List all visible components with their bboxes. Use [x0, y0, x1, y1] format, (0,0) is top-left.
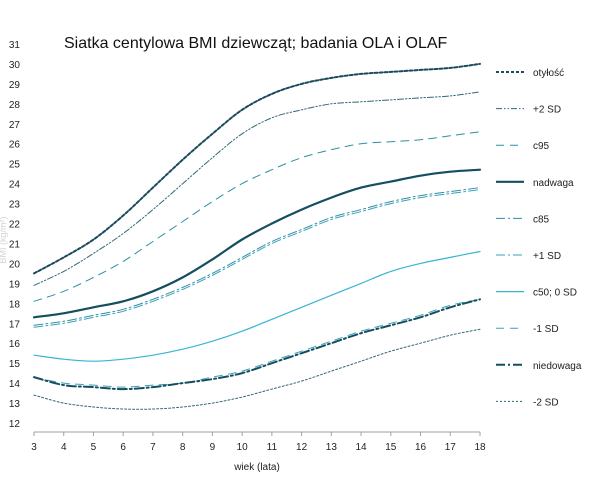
legend-label-c50-0-sd: c50; 0 SD	[533, 288, 577, 299]
y-tick-label: 29	[9, 80, 21, 91]
y-tick-label: 30	[9, 60, 21, 71]
series-line-otyłość	[33, 62, 481, 275]
series-line-niedowaga	[33, 298, 481, 391]
y-tick-label: 12	[9, 419, 21, 430]
y-tick-label: 17	[9, 319, 21, 330]
y-tick-label: 14	[9, 379, 21, 390]
legend-label-niedowaga: niedowaga	[533, 361, 582, 372]
y-tick-label: 21	[9, 239, 21, 250]
x-tick-label: 9	[210, 442, 216, 453]
y-tick-label: 24	[9, 180, 21, 191]
chart-title: Siatka centylowa BMI dziewcząt; badania …	[64, 35, 448, 52]
legend-label-nadwaga: nadwaga	[533, 178, 574, 189]
x-tick-label: 18	[474, 442, 486, 453]
legend-label-otyłość: otyłość	[533, 68, 564, 79]
series-line-c85	[33, 187, 481, 326]
x-tick-label: 13	[326, 442, 338, 453]
legend-label-1-sd: -1 SD	[533, 324, 559, 335]
x-tick-label: 16	[415, 442, 427, 453]
y-tick-label: 18	[9, 299, 21, 310]
series-line-c50-0-sd	[33, 250, 481, 362]
legend-label-c85: c85	[533, 214, 550, 225]
series-line-2-sd	[33, 328, 481, 410]
y-tick-label: 19	[9, 279, 21, 290]
x-tick-label: 15	[385, 442, 397, 453]
x-tick-label: 10	[237, 442, 249, 453]
y-tick-label: 22	[9, 220, 21, 231]
y-tick-label: 16	[9, 339, 21, 350]
y-tick-label: 23	[9, 200, 21, 211]
y-tick-label: 27	[9, 120, 21, 131]
y-tick-label: 25	[9, 160, 21, 171]
y-tick-label: 13	[9, 399, 21, 410]
series-line-nadwaga	[32, 168, 482, 319]
x-tick-label: 17	[445, 442, 457, 453]
x-tick-label: 8	[180, 442, 186, 453]
x-tick-label: 14	[356, 442, 368, 453]
x-tick-label: 11	[267, 442, 278, 453]
x-axis-label: wiek (lata)	[233, 462, 280, 473]
y-tick-label: 15	[9, 359, 21, 370]
x-tick-label: 12	[296, 442, 308, 453]
legend-label-1-sd: +1 SD	[533, 251, 561, 262]
x-tick-label: 7	[150, 442, 156, 453]
y-tick-label: 20	[9, 259, 21, 270]
legend-label-2-sd: -2 SD	[533, 397, 559, 408]
y-axis-label: BMI (kg/m²)	[0, 217, 8, 264]
legend-label-c95: c95	[533, 141, 550, 152]
series-line-2-sd	[33, 91, 481, 286]
series-line-1-sd	[33, 189, 481, 328]
y-tick-label: 28	[9, 100, 21, 111]
legend-label-2-sd: +2 SD	[533, 105, 561, 116]
series-line-c95	[33, 131, 481, 302]
x-tick-label: 6	[120, 442, 126, 453]
x-tick-label: 5	[91, 442, 97, 453]
y-tick-label: 26	[9, 140, 21, 151]
x-tick-label: 3	[31, 442, 37, 453]
x-tick-label: 4	[61, 442, 67, 453]
series-line-1-sd	[33, 298, 481, 388]
y-tick-label: 31	[9, 40, 21, 51]
